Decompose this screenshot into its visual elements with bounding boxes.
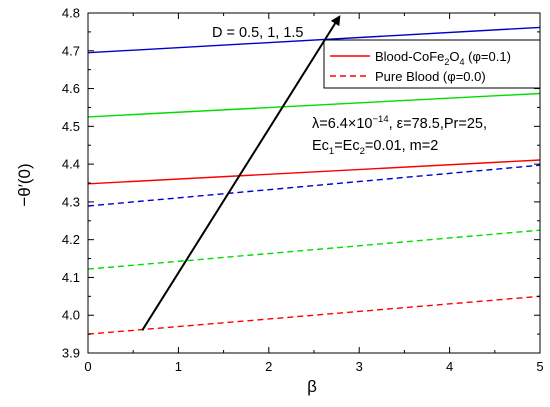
y-tick-label: 4.6 (62, 81, 80, 96)
series-line-pure-blood-d-0.5 (87, 295, 541, 335)
series-line-pure-blood-d-1 (87, 229, 541, 270)
y-tick-label: 4.8 (62, 6, 80, 21)
annotation-line-1: λ=6.4×10−14, ε=78.5,Pr=25, (312, 114, 487, 132)
x-tick-label: 2 (265, 359, 272, 374)
arrow-label: D = 0.5, 1, 1.5 (212, 25, 304, 41)
ticks-layer: 0 1 2 3 4 5 3.9 4.0 4.1 4.2 4.3 4.4 4.5 4.6 4.7 4.8 (62, 6, 544, 375)
y-tick-label: 4.1 (62, 270, 80, 285)
series-line-nanofluid-d-1 (87, 92, 541, 118)
series-line-nanofluid-d-1.5 (87, 26, 541, 54)
legend: Blood-CoFe2O4 (φ=0.1) Pure Blood (φ=0.0) (323, 39, 541, 89)
y-tick-label: 4.3 (62, 194, 80, 209)
y-tick-label: 4.2 (62, 232, 80, 247)
x-axis-title: β (307, 377, 317, 396)
series-layer (87, 26, 541, 335)
x-tick-label: 0 (84, 359, 91, 374)
x-tick-label: 1 (175, 359, 182, 374)
legend-label-nanofluid: Blood-CoFe2O4 (φ=0.1) (375, 49, 511, 67)
legend-label-pure-blood: Pure Blood (φ=0.0) (375, 69, 486, 84)
y-tick-label: 3.9 (62, 346, 80, 361)
y-tick-label: 4.4 (62, 157, 80, 172)
y-tick-label: 4.0 (62, 308, 80, 323)
x-tick-label: 4 (446, 359, 453, 374)
series-line-pure-blood-d-1.5 (87, 164, 541, 207)
legend-box (323, 39, 541, 89)
annotation-line-2: Ec1=Ec2=0.01, m=2 (312, 138, 438, 157)
y-axis-title: −θ′(0) (15, 163, 34, 206)
y-tick-label: 4.7 (62, 43, 80, 58)
x-tick-label: 5 (536, 359, 543, 374)
trend-arrow (141, 15, 341, 331)
x-tick-label: 3 (356, 359, 363, 374)
y-tick-label: 4.5 (62, 119, 80, 134)
series-line-nanofluid-d-0.5 (87, 159, 541, 185)
parameter-annotation: λ=6.4×10−14, ε=78.5,Pr=25, Ec1=Ec2=0.01,… (312, 114, 487, 157)
